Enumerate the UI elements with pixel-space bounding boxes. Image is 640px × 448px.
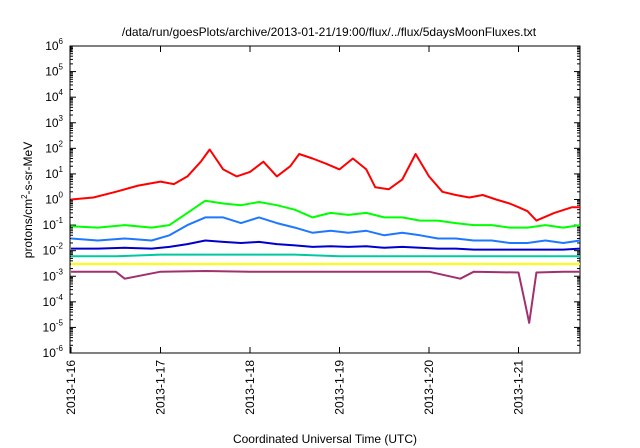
y-tick-label-base: 10	[43, 346, 57, 360]
x-tick-label: 2013-1-16	[64, 360, 78, 415]
series-line-1	[70, 199, 581, 229]
x-tick-label: 2013-1-20	[422, 360, 436, 415]
series-line-2	[70, 216, 581, 244]
y-tick-label: 103	[45, 114, 63, 130]
y-tick-label-exp: -5	[56, 318, 64, 327]
series-line-4	[71, 253, 580, 258]
x-tick-label: 2013-1-17	[154, 360, 168, 415]
y-tick-label: 10-1	[43, 216, 64, 232]
chart-title: /data/run/goesPlots/archive/2013-01-21/1…	[122, 25, 537, 39]
y-tick-label: 102	[45, 139, 63, 155]
series-line-0	[70, 148, 580, 222]
series-layer	[70, 148, 581, 324]
x-tick-label: 2013-1-21	[512, 360, 526, 415]
y-tick-label-exp: -2	[56, 242, 64, 251]
plot-area	[69, 45, 581, 354]
y-tick-label-base: 10	[45, 39, 59, 53]
x-tick-label: 2013-1-18	[243, 360, 257, 415]
y-tick-label: 10-6	[43, 344, 64, 360]
y-tick-label-exp: 1	[59, 165, 64, 174]
y-tick-label-exp: 4	[59, 88, 64, 97]
y-tick-label-base: 10	[45, 193, 59, 207]
y-tick-label-base: 10	[45, 90, 59, 104]
y-axis-label-sup: 2	[20, 194, 29, 199]
y-tick-label: 10-5	[43, 318, 64, 334]
y-tick-label: 104	[45, 88, 63, 104]
y-tick-label: 105	[45, 63, 63, 79]
y-axis-label-tail: -s-sr-MeV	[21, 142, 35, 195]
y-tick-label: 10-4	[43, 293, 64, 309]
y-tick-label: 10-3	[43, 267, 64, 283]
x-tick-label: 2013-1-19	[333, 360, 347, 415]
y-tick-label-exp: -1	[56, 216, 64, 225]
series-line-6	[71, 270, 580, 324]
y-tick-label: 101	[45, 165, 63, 181]
y-tick-label-base: 10	[45, 116, 59, 130]
y-tick-label: 100	[45, 191, 63, 207]
y-tick-label-base: 10	[45, 141, 59, 155]
y-tick-label-exp: -4	[56, 293, 64, 302]
x-axis-label: Coordinated Universal Time (UTC)	[233, 432, 417, 446]
y-tick-label-base: 10	[45, 167, 59, 181]
y-tick-label: 10-2	[43, 242, 64, 258]
x-axis: 2013-1-16 2013-1-17 2013-1-18 2013-1-19 2013…	[64, 46, 526, 415]
y-tick-label-exp: 3	[59, 114, 64, 123]
y-axis-label-main: protons/cm	[21, 199, 35, 258]
series-line-3	[71, 239, 581, 251]
y-tick-label: 106	[45, 37, 63, 53]
y-tick-label-exp: 2	[59, 139, 64, 148]
y-tick-label-base: 10	[45, 65, 59, 79]
y-tick-label-exp: -6	[56, 344, 64, 353]
y-tick-label-base: 10	[43, 295, 57, 309]
y-axis: 10-610-510-410-310-210-11001011021031041…	[43, 37, 580, 360]
y-tick-label-base: 10	[43, 218, 57, 232]
y-tick-label-exp: 5	[59, 63, 64, 72]
y-tick-label-base: 10	[43, 269, 57, 283]
y-tick-label-base: 10	[43, 244, 57, 258]
y-axis-label: protons/cm2-s-sr-MeV	[20, 142, 35, 258]
y-tick-label-exp: 6	[59, 37, 64, 46]
y-tick-label-exp: 0	[59, 191, 64, 200]
y-tick-label-base: 10	[43, 320, 57, 334]
y-tick-label-exp: -3	[56, 267, 64, 276]
